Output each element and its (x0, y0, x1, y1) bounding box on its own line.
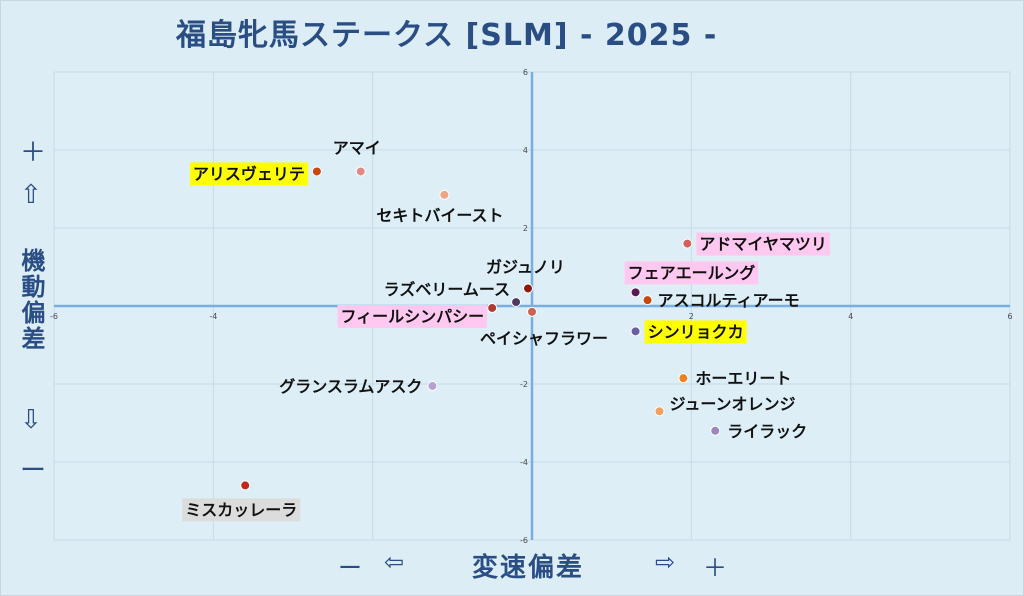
data-point (678, 373, 689, 384)
data-point (642, 295, 653, 306)
point-label: ホーエリート (695, 369, 791, 388)
chart-title: 福島牝馬ステークス [SLM] - 2025 - (176, 18, 718, 53)
label-highlight (696, 232, 830, 256)
point-label: ラズベリームース (384, 280, 510, 299)
label-highlight (644, 320, 747, 344)
point-label: ジューンオレンジ (669, 394, 795, 413)
point-label: アスコルティアーモ (658, 291, 800, 310)
y-tick-label: -6 (520, 536, 528, 545)
data-point (630, 287, 641, 298)
point-label: アリスヴェリテ (193, 164, 305, 183)
x-right-arrow-icon: ⇨ (655, 548, 676, 576)
point-label: シンリョクカ (648, 322, 744, 341)
point-label: アマイ (333, 138, 381, 157)
point-label: ペイシャフラワー (480, 329, 608, 348)
data-point (439, 189, 450, 200)
point-label: セキトバイースト (376, 206, 503, 225)
point-label: ライラック (727, 422, 807, 441)
data-point (523, 283, 534, 294)
y-plus-sign: ＋ (20, 138, 47, 168)
x-minus-sign: ー (338, 554, 362, 582)
data-point (511, 297, 522, 308)
y-tick-label: -4 (520, 458, 528, 467)
data-point (710, 425, 721, 436)
y-tick-label: 6 (523, 68, 528, 77)
point-label: フィールシンパシー (340, 307, 484, 326)
x-tick-label: -6 (50, 312, 58, 321)
point-label: アドマイヤマツリ (699, 235, 827, 254)
label-highlight (624, 261, 759, 285)
data-point (630, 326, 641, 337)
data-point (427, 380, 438, 391)
data-point (240, 480, 251, 491)
point-label: ミスカッレーラ (185, 500, 297, 519)
point-label: ガジュノリ (486, 257, 565, 276)
y-minus-sign: ー (20, 456, 47, 486)
y-down-arrow-icon: ⇩ (20, 405, 42, 435)
data-point (311, 166, 322, 177)
point-label: フェアエールング (628, 263, 756, 282)
data-point (355, 166, 366, 177)
label-highlight (337, 304, 488, 328)
y-tick-label: 4 (523, 146, 528, 155)
y-axis-label: 機動偏差 (17, 248, 45, 352)
data-point (527, 306, 537, 317)
data-point (682, 238, 693, 249)
y-tick-label: -2 (520, 380, 528, 389)
label-highlight (189, 162, 308, 186)
x-tick-label: 2 (689, 312, 694, 321)
data-point (487, 302, 498, 313)
x-plus-sign: ＋ (703, 554, 727, 582)
y-up-arrow-icon: ⇧ (20, 180, 42, 210)
label-highlight (182, 498, 301, 522)
data-point (654, 406, 665, 417)
x-tick-label: 4 (848, 312, 853, 321)
x-axis-label: 変速偏差 (472, 553, 585, 583)
y-tick-label: 2 (523, 224, 528, 233)
x-tick-label: -4 (209, 312, 217, 321)
x-left-arrow-icon: ⇦ (384, 548, 405, 576)
x-tick-label: 6 (1007, 312, 1012, 321)
point-label: グランスラムアスク (279, 377, 422, 396)
